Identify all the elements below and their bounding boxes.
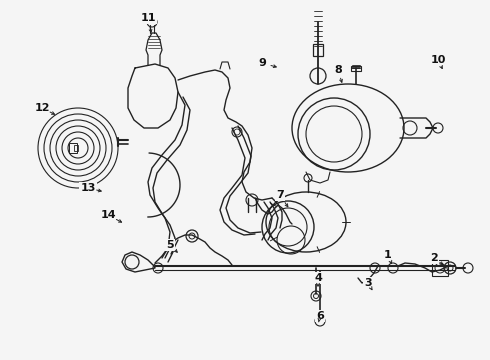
Text: 4: 4 [314,273,322,283]
Text: 13: 13 [80,183,96,193]
Bar [74,145,78,151]
Text: 3: 3 [364,278,372,288]
Text: 14: 14 [100,210,116,220]
Text: 8: 8 [334,65,342,75]
Bar [432,260,448,276]
Text: 5: 5 [166,240,174,250]
Bar [313,44,323,56]
Bar [69,143,77,153]
Text: 2: 2 [430,253,438,263]
Text: 9: 9 [258,58,266,68]
Text: 11: 11 [140,13,156,23]
Text: 12: 12 [34,103,50,113]
Bar [351,66,361,71]
Text: 10: 10 [430,55,446,65]
Text: 6: 6 [316,311,324,321]
Text: 1: 1 [384,250,392,260]
Text: 7: 7 [276,190,284,200]
